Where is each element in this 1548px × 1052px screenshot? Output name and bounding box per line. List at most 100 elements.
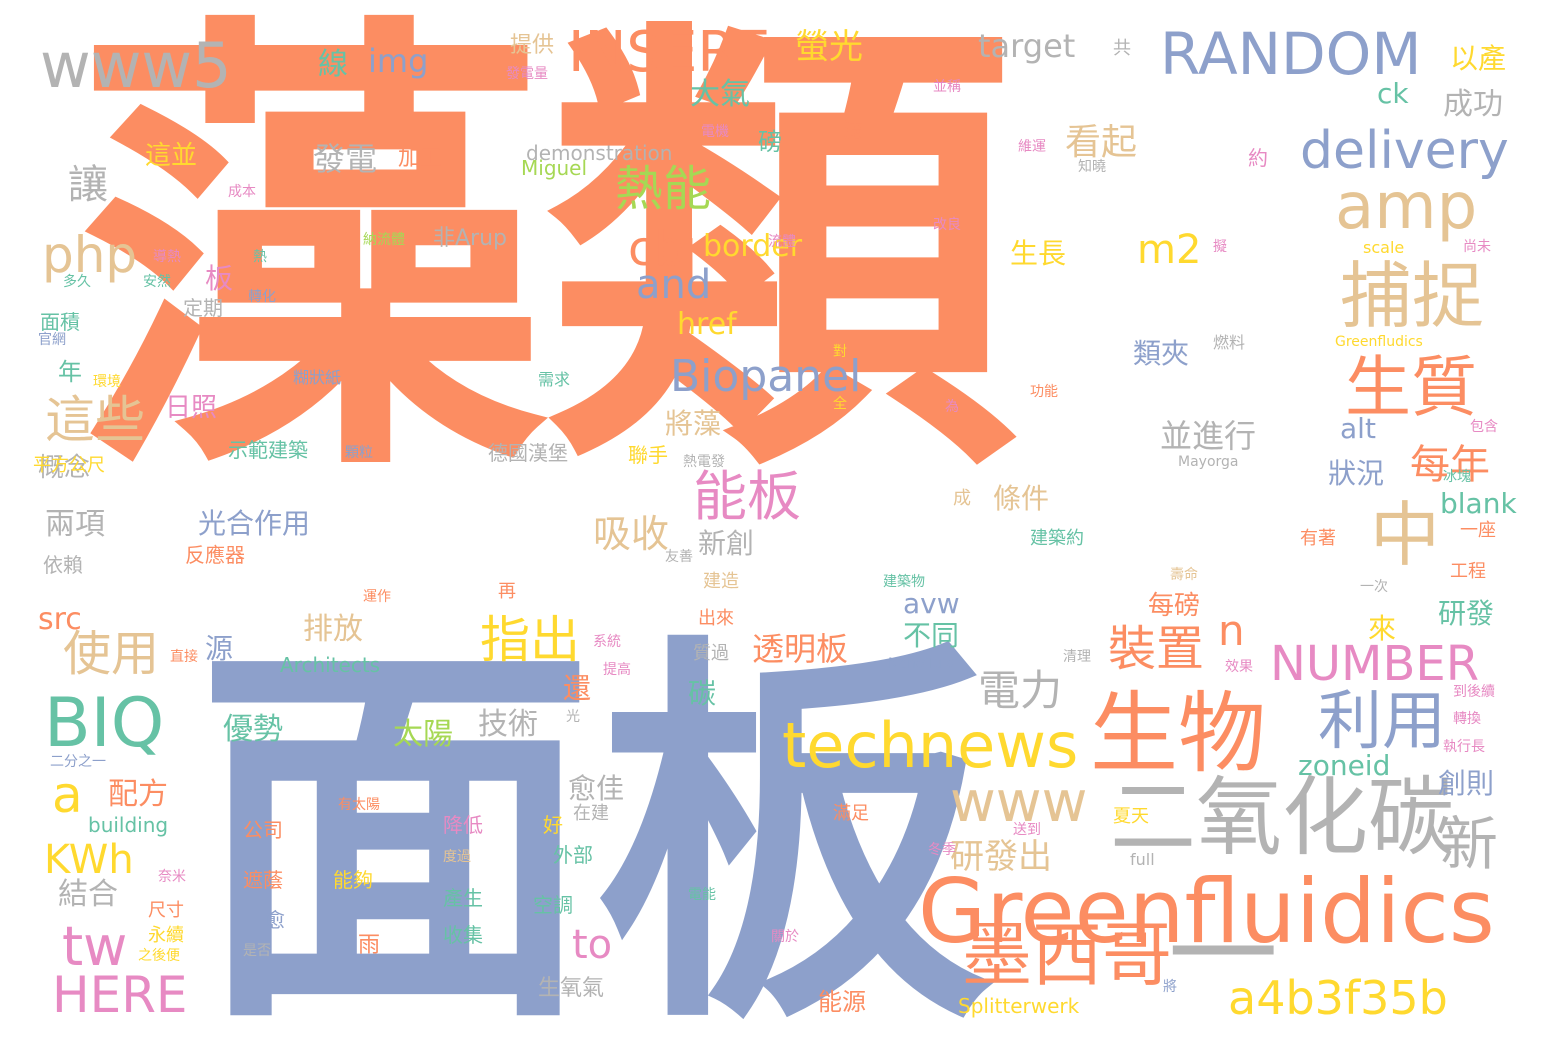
cloud-word: 流體 (768, 234, 796, 250)
cloud-word: 提高 (603, 662, 631, 678)
cloud-word: 尚未 (1463, 239, 1491, 255)
cloud-word: 配方 (108, 777, 168, 812)
cloud-word: 還 (563, 672, 592, 705)
cloud-word: 一 (1168, 891, 1278, 1019)
cloud-word: 加工 (398, 146, 443, 171)
cloud-word: 安然 (143, 274, 171, 290)
cloud-word: 執行長 (1443, 739, 1485, 755)
cloud-word: 冬季 (928, 842, 956, 858)
cloud-word: 平方公尺 (33, 455, 105, 476)
cloud-word: 電機 (701, 124, 729, 140)
cloud-word: 質過 (693, 643, 729, 664)
cloud-word: 熱 (253, 249, 267, 265)
cloud-word: border (703, 229, 803, 264)
cloud-word: 知曉 (1078, 159, 1106, 175)
cloud-word: tw (62, 915, 128, 978)
cloud-word: 到後續 (1453, 684, 1495, 700)
cloud-word: 約 (1248, 146, 1268, 170)
cloud-word: 這並 (145, 141, 198, 171)
cloud-word: 並進行 (1160, 417, 1257, 455)
cloud-word: 能夠 (333, 868, 373, 892)
cloud-word: 熱電發 (683, 454, 725, 470)
cloud-word: 新創 (698, 527, 755, 560)
cloud-word: 成本 (228, 184, 256, 200)
cloud-word: 電力 (978, 666, 1063, 715)
cloud-word: 非Arup (433, 226, 508, 251)
cloud-word: www5 (40, 29, 232, 102)
cloud-word: 成功 (1443, 87, 1503, 122)
cloud-word: 降低 (443, 813, 483, 837)
cloud-word: 滿足 (833, 803, 869, 824)
cloud-word: 看起 (1065, 122, 1138, 163)
cloud-word: 送到 (1013, 822, 1041, 838)
cloud-word: 系統 (593, 634, 621, 650)
cloud-word: 面積 (40, 310, 80, 334)
cloud-word: www (950, 770, 1088, 835)
cloud-word: 裝置 (1108, 621, 1205, 677)
cloud-word: 中 (1370, 494, 1440, 576)
cloud-word: 每年 (1410, 442, 1490, 488)
cloud-word: 吸收 (593, 512, 670, 556)
cloud-word: 顆粒 (345, 445, 373, 461)
cloud-word: Greenfludics (1335, 334, 1423, 350)
cloud-word: 好 (543, 813, 563, 837)
cloud-word: 能源 (818, 988, 866, 1016)
cloud-word: 反應器 (185, 543, 245, 567)
cloud-word: 轉換 (1453, 711, 1481, 727)
cloud-word: 夏天 (1113, 806, 1149, 827)
cloud-word: 是否 (243, 943, 271, 959)
cloud-word: 度過 (443, 849, 471, 865)
cloud-word: img (368, 42, 429, 80)
cloud-word: 將藻 (665, 407, 722, 440)
cloud-word: 生長 (1010, 237, 1067, 270)
cloud-word: 遮蔭 (243, 868, 283, 892)
cloud-word: 生質 (1345, 349, 1477, 426)
cloud-word: 技術 (478, 707, 538, 742)
cloud-word: amp (1335, 170, 1478, 244)
cloud-word: 建築約 (1030, 528, 1084, 549)
cloud-word: a4b3f35b (1228, 971, 1448, 1025)
cloud-word: 公司 (243, 818, 283, 842)
cloud-word: 能板 (693, 465, 801, 528)
cloud-word: 每磅 (1148, 591, 1201, 621)
cloud-word: Biopanel (670, 351, 862, 402)
cloud-word: 有太陽 (338, 797, 380, 813)
cloud-word: 成 (953, 488, 971, 509)
cloud-word: 來 (1368, 612, 1397, 645)
cloud-word: full (1130, 850, 1155, 869)
cloud-word: 再 (498, 581, 516, 602)
cloud-word: 納流體 (363, 232, 405, 248)
cloud-word: 壽命 (1170, 567, 1198, 583)
cloud-word: 結合 (58, 877, 118, 912)
cloud-word: 尺寸 (148, 900, 184, 921)
cloud-word: technews (782, 709, 1079, 782)
cloud-word: 奈米 (158, 869, 186, 885)
cloud-word: php (42, 226, 138, 284)
cloud-word: 定期 (183, 296, 223, 320)
cloud-word: KWh (44, 837, 134, 883)
cloud-word: 改良 (933, 217, 961, 233)
cloud-word: 燃料 (1213, 333, 1246, 352)
cloud-word: 研發 (1438, 597, 1495, 630)
cloud-word: 提供 (510, 33, 555, 58)
cloud-word: 兩項 (45, 507, 105, 542)
cloud-word: a (52, 766, 83, 824)
cloud-word: BIQ (44, 684, 165, 763)
cloud-word: 螢光 (795, 27, 863, 67)
cloud-word: Architects (280, 653, 381, 677)
cloud-word: to (572, 922, 613, 968)
cloud-word: 轉化 (248, 289, 276, 305)
cloud-word: 二分之一 (50, 754, 106, 770)
cloud-word: HERE (52, 966, 188, 1024)
cloud-word: 面板 (195, 607, 995, 1052)
cloud-word: 生物 (1090, 682, 1267, 785)
cloud-word: 以產 (1450, 42, 1507, 75)
cloud-word: 維運 (1018, 139, 1046, 155)
cloud-word: 對 (833, 344, 847, 360)
cloud-word: 電能 (688, 887, 716, 903)
cloud-word: 導熱 (153, 249, 181, 265)
cloud-word: 利用 (1318, 685, 1446, 759)
cloud-word: 墨西哥 (962, 914, 1172, 996)
cloud-word: delivery (1300, 121, 1509, 181)
cloud-word: 功能 (1030, 384, 1058, 400)
